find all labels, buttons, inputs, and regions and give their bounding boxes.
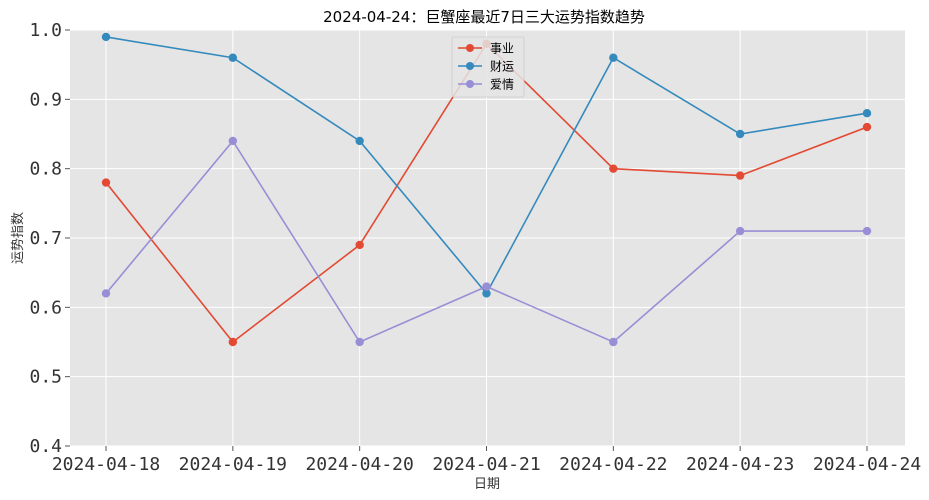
data-point bbox=[355, 337, 364, 347]
legend-item: 事业 bbox=[458, 42, 514, 56]
x-axis-label: 日期 bbox=[474, 477, 500, 492]
legend-label: 财运 bbox=[490, 60, 514, 74]
data-point bbox=[862, 122, 872, 132]
data-point bbox=[862, 109, 872, 118]
data-point bbox=[101, 289, 111, 298]
x-tick-label: 2024-04-18 bbox=[52, 454, 160, 475]
y-tick-label: 1.0 bbox=[29, 20, 62, 41]
legend-swatch-marker bbox=[466, 80, 474, 88]
chart-title: 2024-04-24：巨蟹座最近7日三大运势指数趋势 bbox=[323, 8, 645, 26]
legend-swatch-marker bbox=[466, 44, 474, 52]
grid-lines bbox=[70, 29, 905, 447]
data-point bbox=[735, 226, 745, 236]
data-point bbox=[228, 53, 238, 62]
data-point bbox=[355, 136, 364, 146]
x-tick-label: 2024-04-22 bbox=[559, 454, 667, 475]
data-point bbox=[101, 178, 111, 187]
data-point bbox=[228, 136, 238, 146]
x-tick-label: 2024-04-20 bbox=[305, 454, 413, 475]
x-tick-label: 2024-04-21 bbox=[432, 454, 540, 475]
data-point bbox=[609, 337, 618, 347]
data-point bbox=[482, 289, 491, 298]
x-tick-label: 2024-04-19 bbox=[179, 454, 287, 475]
data-point bbox=[482, 282, 491, 291]
legend-label: 事业 bbox=[490, 42, 514, 56]
data-point bbox=[355, 240, 364, 250]
y-axis: 0.4 0.5 0.6 0.7 0.8 0.9 1.0 bbox=[29, 20, 70, 457]
data-point bbox=[228, 337, 238, 347]
legend-item: 爱情 bbox=[458, 78, 514, 92]
legend-swatch-marker bbox=[466, 62, 474, 70]
x-tick-label: 2024-04-24 bbox=[813, 454, 921, 475]
x-axis: 2024-04-18 2024-04-19 2024-04-20 2024-04-21… bbox=[52, 446, 921, 475]
legend-label: 爱情 bbox=[490, 78, 514, 92]
y-axis-label: 运势指数 bbox=[10, 212, 26, 264]
y-tick-label: 0.8 bbox=[29, 159, 62, 180]
data-point bbox=[609, 164, 618, 173]
x-tick-label: 2024-04-23 bbox=[686, 454, 794, 475]
y-tick-label: 0.4 bbox=[29, 436, 62, 457]
series-1 bbox=[101, 32, 872, 298]
y-tick-label: 0.9 bbox=[29, 89, 62, 110]
legend-item: 财运 bbox=[458, 60, 514, 74]
y-tick-label: 0.7 bbox=[29, 228, 62, 249]
data-point bbox=[609, 53, 618, 62]
data-point bbox=[101, 32, 111, 42]
data-point bbox=[735, 129, 745, 139]
data-point bbox=[862, 226, 872, 236]
y-tick-label: 0.5 bbox=[29, 367, 62, 388]
y-tick-label: 0.6 bbox=[29, 297, 62, 318]
series-2 bbox=[101, 136, 872, 347]
data-point bbox=[735, 171, 745, 180]
